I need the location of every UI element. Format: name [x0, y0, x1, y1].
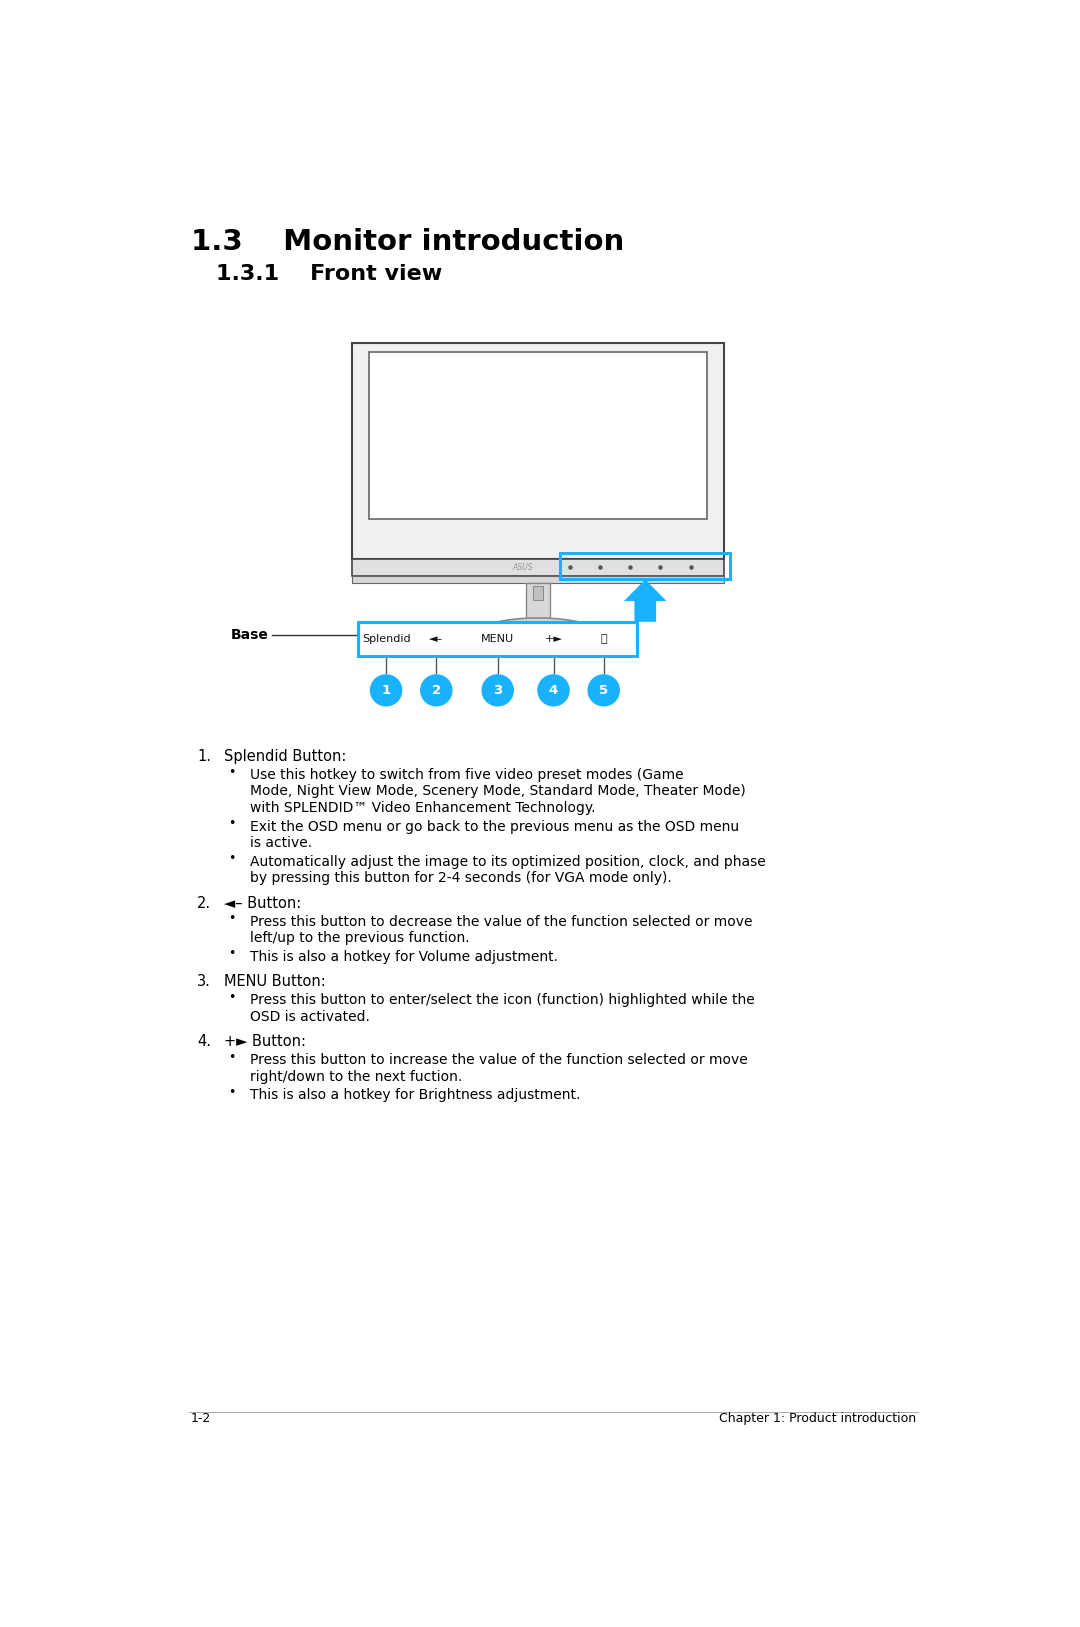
Text: Base: Base: [230, 628, 268, 643]
Text: 2.: 2.: [197, 895, 211, 911]
Text: Splendid Button:: Splendid Button:: [225, 748, 347, 763]
Text: Exit the OSD menu or go back to the previous menu as the OSD menu: Exit the OSD menu or go back to the prev…: [249, 820, 739, 833]
Text: •: •: [228, 947, 235, 960]
Text: •: •: [228, 991, 235, 1004]
Text: OSD is activated.: OSD is activated.: [249, 1010, 369, 1023]
Text: +►: +►: [544, 635, 563, 644]
Text: MENU: MENU: [481, 635, 514, 644]
Circle shape: [420, 674, 453, 706]
Text: 1.: 1.: [197, 748, 211, 763]
Text: Press this button to increase the value of the function selected or move: Press this button to increase the value …: [249, 1053, 747, 1067]
Text: •: •: [228, 817, 235, 830]
Text: ASUS: ASUS: [513, 563, 534, 571]
Text: Splendid: Splendid: [362, 635, 410, 644]
Text: 1: 1: [381, 683, 391, 696]
Text: •: •: [228, 1051, 235, 1064]
Text: 2: 2: [432, 683, 441, 696]
FancyBboxPatch shape: [352, 558, 724, 576]
Text: 4: 4: [549, 683, 558, 696]
Text: is active.: is active.: [249, 836, 312, 851]
FancyBboxPatch shape: [352, 576, 724, 584]
FancyBboxPatch shape: [359, 622, 637, 656]
Text: Automatically adjust the image to its optimized position, clock, and phase: Automatically adjust the image to its op…: [249, 854, 766, 869]
Text: This is also a hotkey for Brightness adjustment.: This is also a hotkey for Brightness adj…: [249, 1088, 580, 1101]
Text: right/down to the next fuction.: right/down to the next fuction.: [249, 1069, 462, 1084]
Text: +► Button:: +► Button:: [225, 1033, 306, 1049]
Text: Mode, Night View Mode, Scenery Mode, Standard Mode, Theater Mode): Mode, Night View Mode, Scenery Mode, Sta…: [249, 784, 745, 799]
Text: 3: 3: [494, 683, 502, 696]
Text: Use this hotkey to switch from five video preset modes (Game: Use this hotkey to switch from five vide…: [249, 768, 684, 783]
Text: 1.3    Monitor introduction: 1.3 Monitor introduction: [191, 228, 624, 255]
Text: left/up to the previous function.: left/up to the previous function.: [249, 931, 470, 945]
Circle shape: [537, 674, 570, 706]
Polygon shape: [532, 586, 543, 600]
Text: by pressing this button for 2-4 seconds (for VGA mode only).: by pressing this button for 2-4 seconds …: [249, 870, 672, 885]
Text: •: •: [228, 766, 235, 779]
Text: MENU Button:: MENU Button:: [225, 975, 326, 989]
FancyBboxPatch shape: [352, 343, 724, 558]
Text: Press this button to decrease the value of the function selected or move: Press this button to decrease the value …: [249, 914, 752, 929]
Text: 3.: 3.: [197, 975, 211, 989]
Polygon shape: [624, 579, 666, 622]
Text: 1-2: 1-2: [191, 1412, 211, 1425]
Text: This is also a hotkey for Volume adjustment.: This is also a hotkey for Volume adjustm…: [249, 950, 557, 963]
Text: ◄– Button:: ◄– Button:: [225, 895, 301, 911]
Text: ⏻: ⏻: [600, 635, 607, 644]
Text: 1.3.1    Front view: 1.3.1 Front view: [216, 264, 443, 283]
Circle shape: [369, 674, 403, 706]
Text: Chapter 1: Product introduction: Chapter 1: Product introduction: [719, 1412, 916, 1425]
Text: •: •: [228, 913, 235, 926]
Circle shape: [588, 674, 620, 706]
Polygon shape: [526, 584, 550, 626]
Ellipse shape: [474, 618, 602, 652]
Text: Press this button to enter/select the icon (function) highlighted while the: Press this button to enter/select the ic…: [249, 992, 755, 1007]
Text: •: •: [228, 1085, 235, 1098]
Text: 4.: 4.: [197, 1033, 211, 1049]
Text: 5: 5: [599, 683, 608, 696]
Text: ◄–: ◄–: [429, 635, 444, 644]
FancyBboxPatch shape: [369, 353, 707, 519]
Text: with SPLENDID™ Video Enhancement Technology.: with SPLENDID™ Video Enhancement Technol…: [249, 800, 595, 815]
Text: •: •: [228, 853, 235, 866]
Circle shape: [482, 674, 514, 706]
